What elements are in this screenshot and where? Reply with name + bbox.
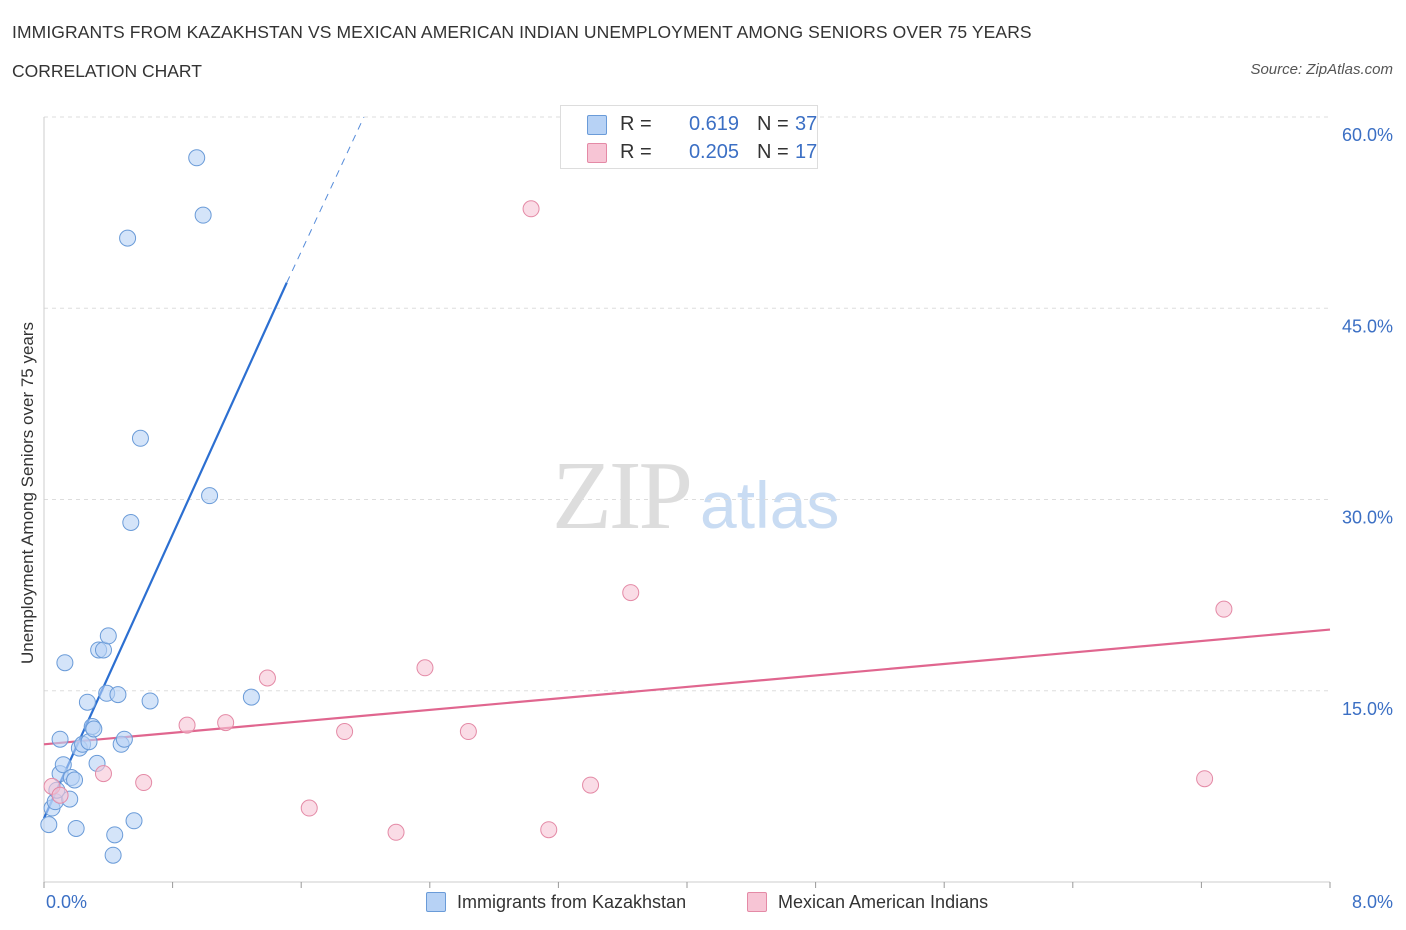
legend-swatch-blue — [587, 115, 607, 135]
mexican-american-indian-point — [522, 200, 540, 218]
x-tick-label: 0.0% — [46, 892, 87, 912]
mexican-american-indian-point — [300, 799, 318, 817]
kazakhstan-point — [66, 771, 84, 789]
mexican-american-indian-point — [1196, 770, 1214, 788]
legend-r-value: 0.619 — [688, 113, 739, 135]
y-tick-label: 15.0% — [1342, 699, 1393, 719]
mexican-american-indian-point — [582, 776, 600, 794]
kazakhstan-point — [109, 686, 127, 704]
axes — [43, 117, 1331, 888]
series-name-kazakhstan: Immigrants from Kazakhstan — [457, 892, 687, 912]
mexican-american-indian-point — [416, 659, 434, 677]
mexican-american-indian-point — [622, 584, 640, 602]
y-tick-label: 60.0% — [1342, 125, 1393, 145]
watermark-zip: ZIP — [552, 442, 693, 550]
kazakhstan-point — [40, 816, 58, 834]
mexican-american-indian-point — [178, 716, 196, 734]
legend-swatch-pink — [587, 143, 607, 163]
kazakhstan-point — [106, 826, 124, 844]
legend-n-value: 17 — [795, 141, 818, 163]
y-tick-label: 30.0% — [1342, 508, 1393, 528]
kazakhstan-point — [115, 730, 133, 748]
legend-n-label: N = — [757, 141, 789, 163]
kazakhstan-point — [125, 812, 143, 830]
legend-r-label: R = — [620, 113, 652, 135]
data-points — [40, 149, 1233, 864]
kazakhstan-point — [51, 730, 69, 748]
correlation-legend: R = 0.619 N = 37 R = 0.205 N = 17 — [560, 105, 818, 169]
y-axis-label: Unemployment Among Seniors over 75 years — [18, 321, 37, 665]
mexican-american-indian-point — [336, 723, 354, 741]
watermark-atlas: atlas — [700, 468, 840, 542]
series-swatch-pink — [747, 892, 767, 912]
legend-r-label: R = — [620, 141, 652, 163]
kazakhstan-point — [131, 429, 149, 447]
kazakhstan-point — [67, 819, 85, 837]
trend-lines — [42, 116, 1331, 819]
legend-n-label: N = — [757, 113, 789, 135]
mexican-american-indian-point — [94, 765, 112, 783]
kazakhstan-point — [201, 487, 219, 505]
kazakhstan-point — [104, 846, 122, 864]
mexican-american-indian-point — [217, 714, 235, 732]
x-tick-label: 8.0% — [1352, 892, 1393, 912]
mexican-american-indian-point — [135, 774, 153, 792]
tick-labels: 15.0% 30.0% 45.0% 60.0% 0.0% 8.0% — [46, 125, 1393, 912]
y-tick-label: 45.0% — [1342, 316, 1393, 336]
series-name-mexican-american-indians: Mexican American Indians — [778, 892, 989, 912]
mexican-american-indian-point — [459, 723, 477, 741]
mexican-american-indian-point — [51, 786, 69, 804]
kazakhstan-trend-extension — [286, 116, 365, 283]
kazakhstan-point — [194, 206, 212, 224]
mexican-american-indian-point — [387, 823, 405, 841]
legend-n-value: 37 — [795, 113, 818, 135]
kazakhstan-point — [78, 693, 96, 711]
kazakhstan-point — [85, 720, 103, 738]
mexican-american-indian-point — [1215, 600, 1233, 618]
series-swatch-blue — [426, 892, 446, 912]
kazakhstan-point — [54, 756, 72, 774]
mexican-american-indian-point — [258, 669, 276, 687]
gridlines — [44, 116, 1330, 692]
kazakhstan-point — [122, 513, 140, 531]
kazakhstan-point — [56, 654, 74, 672]
kazakhstan-point — [242, 688, 260, 706]
watermark: ZIP atlas — [552, 440, 839, 552]
kazakhstan-point — [119, 229, 137, 247]
kazakhstan-point — [188, 149, 206, 167]
mexican-american-indian-point — [540, 821, 558, 839]
legend-r-value: 0.205 — [688, 141, 739, 163]
mexican-american-indian-trend-line — [43, 628, 1331, 746]
chart-title: IMMIGRANTS FROM KAZAKHSTAN VS MEXICAN AM… — [12, 22, 1032, 42]
source-note: Source: ZipAtlas.com — [1250, 61, 1393, 78]
chart-subtitle: CORRELATION CHART — [12, 61, 202, 81]
kazakhstan-point — [99, 627, 117, 645]
kazakhstan-point — [141, 692, 159, 710]
